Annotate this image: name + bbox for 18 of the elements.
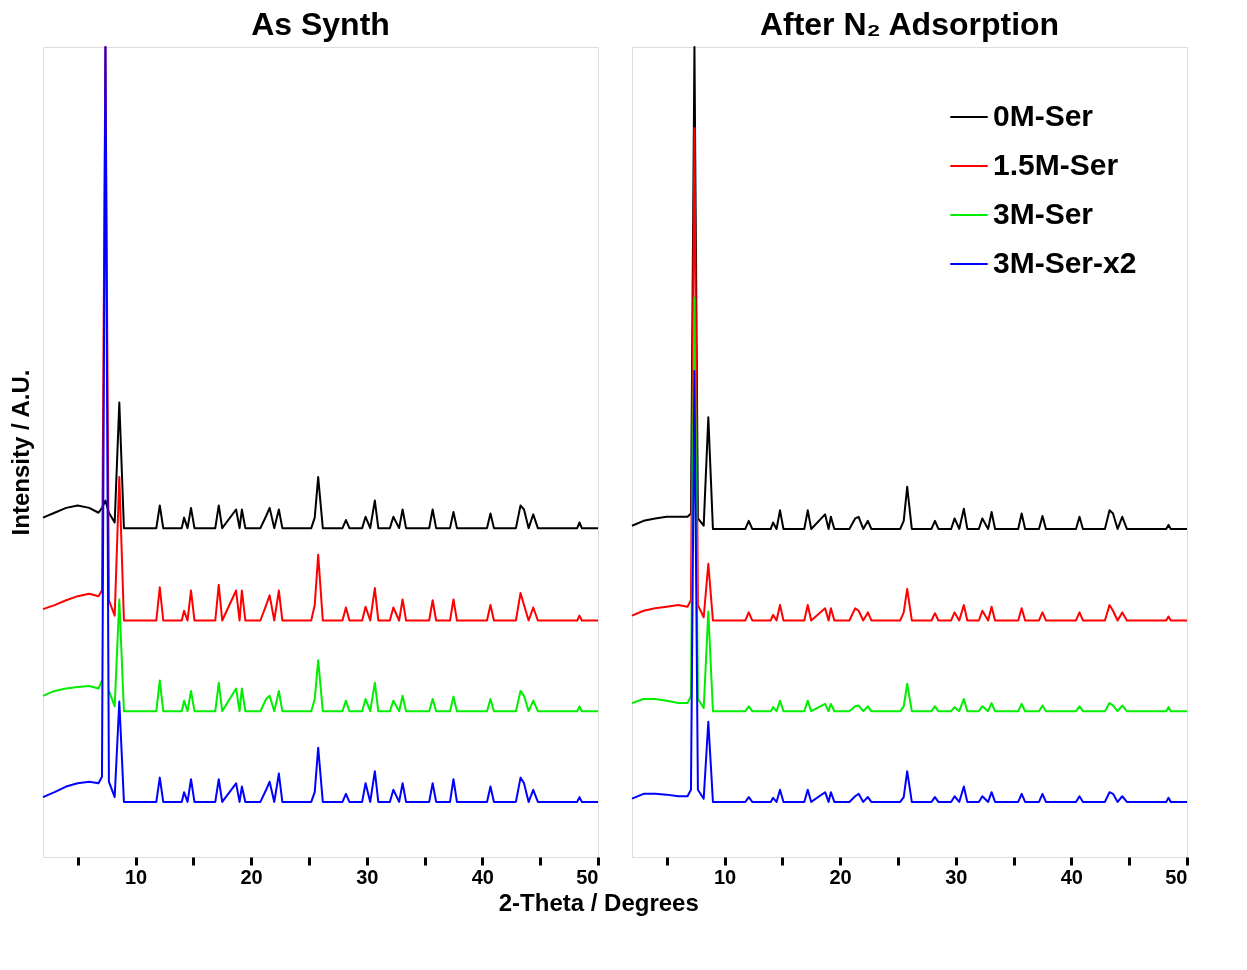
chart-title: As Synth — [251, 6, 390, 42]
x-tick-label: 20 — [829, 865, 852, 888]
x-tick-label: 20 — [240, 865, 263, 888]
y-axis-title: Intensity / A.U. — [6, 369, 34, 536]
x-tick-label: 50 — [576, 865, 599, 888]
legend-label: 3M-Ser — [993, 197, 1094, 230]
legend-label: 3M-Ser-x2 — [993, 246, 1137, 279]
legend-label: 1.5M-Ser — [993, 148, 1119, 181]
x-tick-label: 30 — [945, 865, 968, 888]
chart-title: After N₂ Adsorption — [759, 6, 1060, 42]
legend-label: 0M-Ser — [993, 99, 1094, 132]
x-tick-label: 10 — [124, 865, 148, 888]
x-tick-label: 40 — [471, 865, 494, 888]
x-axis-title: 2-Theta / Degrees — [498, 888, 699, 916]
x-tick-label: 10 — [713, 865, 737, 888]
x-tick-label: 40 — [1060, 865, 1083, 888]
x-tick-label: 50 — [1165, 865, 1188, 888]
x-tick-label: 30 — [356, 865, 379, 888]
